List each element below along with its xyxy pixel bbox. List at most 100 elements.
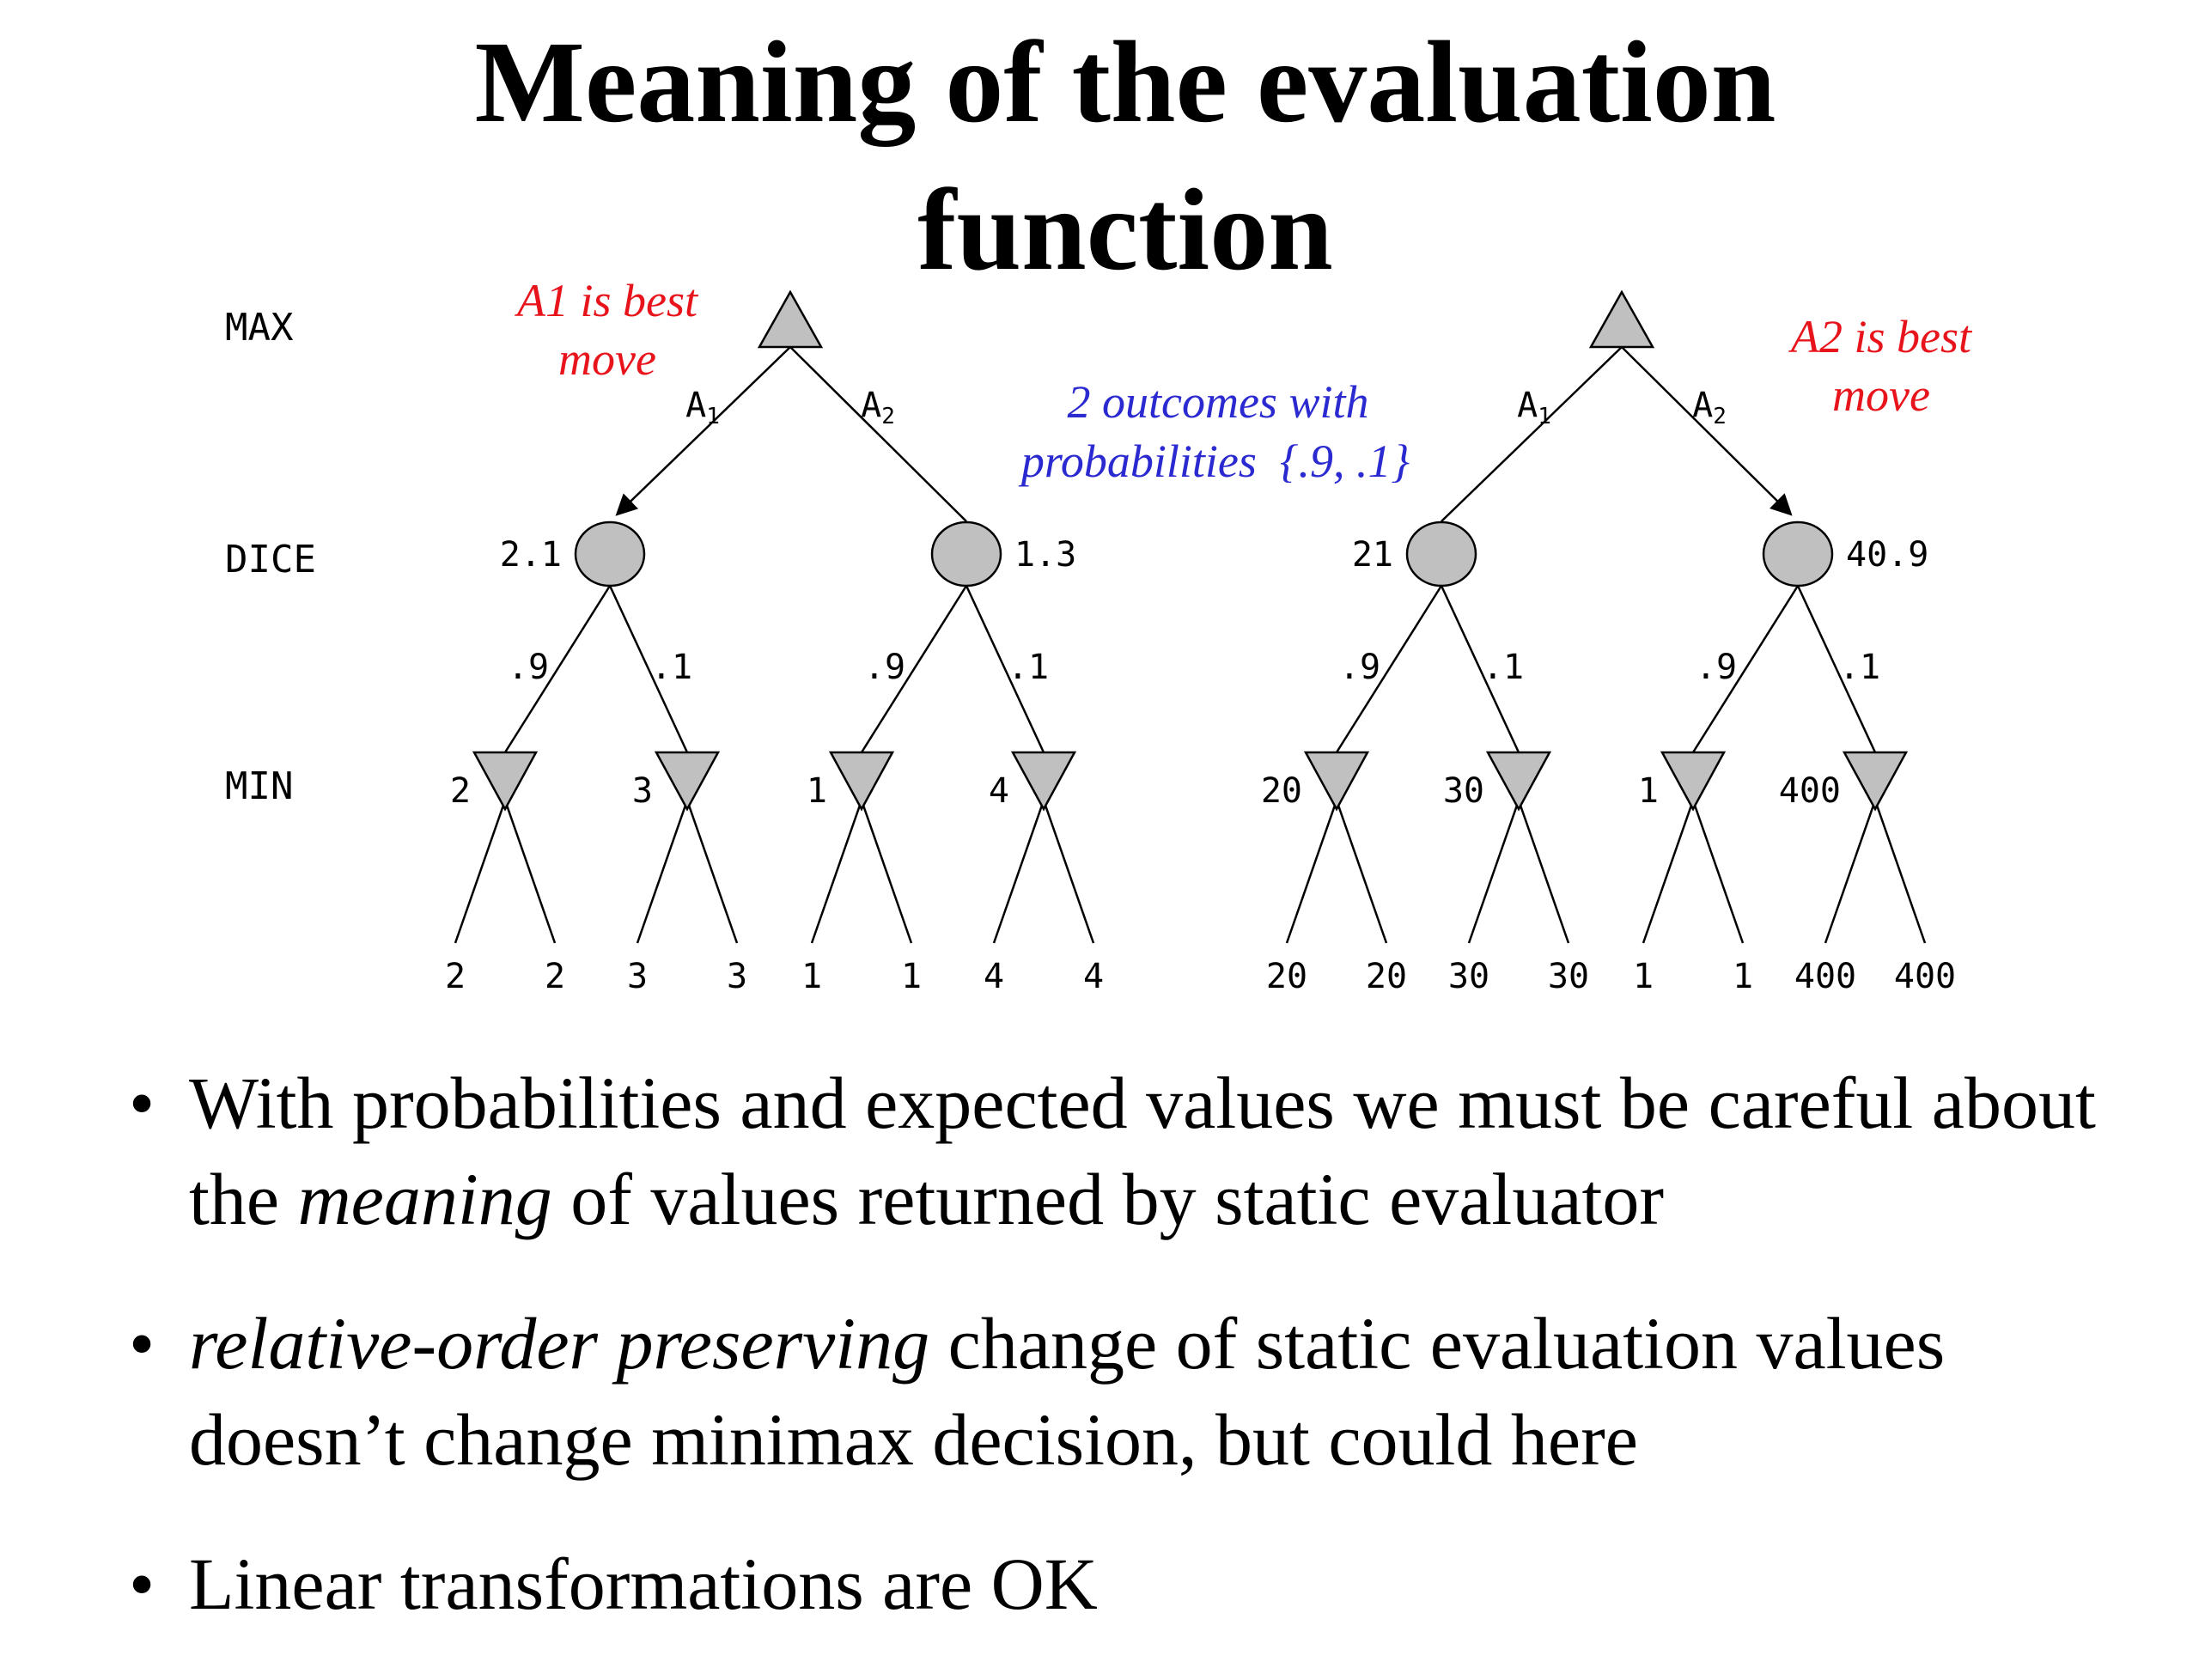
tree-1-move-2-edge <box>789 346 967 522</box>
page-title: Meaning of the evaluation function <box>0 9 2199 304</box>
bullet-item-1: • With probabilities and expected values… <box>129 1055 2173 1247</box>
tree-2-move-1-min-1-edge <box>1335 585 1443 753</box>
bullet-dot: • <box>129 1062 155 1144</box>
tree-1-move-2-min-2-leaf-1-value: 4 <box>984 957 1004 996</box>
tree-1-move-1-label-letter: A <box>685 386 706 425</box>
tree-2-move-2-min-2-value: 400 <box>1779 771 1841 811</box>
tree-1-move-2-min-1-edge <box>860 585 968 753</box>
tree-1-move-2-dice-node <box>930 520 1002 587</box>
tree-1-move-2-min-1-leaf-2-value: 1 <box>901 957 922 996</box>
tree-1-move-2-min-1-node <box>828 751 895 812</box>
bullet-item-3: • Linear transformations are OK <box>129 1536 2173 1632</box>
tree-2-move-2-min-1-value: 1 <box>1638 771 1659 811</box>
tree-2-move-1-min-2-value: 30 <box>1443 771 1484 811</box>
tree-1-move-2-dice-value: 1.3 <box>1014 535 1076 575</box>
bullet-list: • With probabilities and expected values… <box>129 1055 2173 1680</box>
tree-1-move-2-min-1-leaf-1-value: 1 <box>801 957 822 996</box>
tree-2-move-2-min-2-leaf-1-value: 400 <box>1794 957 1856 996</box>
tree-2-move-1-dice-node <box>1405 520 1477 587</box>
tree-nodes <box>472 289 1909 812</box>
tree-2-move-2-label-subscript: 2 <box>1713 404 1727 429</box>
tree-1-move-2-min-2-edge <box>965 585 1045 753</box>
tree-2-move-2-label-letter: A <box>1692 386 1713 425</box>
tree-1-move-1-edge <box>615 346 791 516</box>
annotation-right-best-line-1: A2 is best <box>1788 311 1973 362</box>
tree-2-move-1-edge <box>1441 346 1623 522</box>
bullet-item-2: • relative-order preserving change of st… <box>129 1295 2173 1488</box>
level-label-min: MIN <box>225 764 293 808</box>
tree-2-move-1-label-letter: A <box>1517 386 1538 425</box>
tree-2-move-1-label: A1 <box>1517 386 1551 429</box>
bullet-1-text-pre: With probabilities and expected values w… <box>189 1062 2096 1240</box>
tree-1-move-1-min-1-leaf-1-value: 2 <box>445 957 466 996</box>
tree-1-move-2-label-letter: A <box>861 386 881 425</box>
max-node-tree-1 <box>757 289 824 349</box>
tree-2-move-1-min-1-probability: .9 <box>1339 648 1380 687</box>
tree-1-move-2-label-subscript: 2 <box>881 404 895 429</box>
title-line-2: function <box>917 166 1333 295</box>
tree-1-move-1-min-1-value: 2 <box>450 771 471 811</box>
max-node-tree-2 <box>1588 289 1655 349</box>
tree-2-move-2-min-1-probability: .9 <box>1696 648 1737 687</box>
tree-1-move-1-min-2-node <box>654 751 721 812</box>
tree-2-move-2-edge <box>1621 346 1793 516</box>
bullet-dot: • <box>129 1543 155 1625</box>
tree-1-move-2-min-1-value: 1 <box>807 771 827 811</box>
tree-2-move-1-min-1-value: 20 <box>1261 771 1302 811</box>
tree-1-move-1-min-1-probability: .9 <box>508 648 549 687</box>
tree-1-move-1-min-2-leaf-1-value: 3 <box>627 957 648 996</box>
bullet-2-text-post: change of static evaluation values doesn… <box>189 1302 1946 1481</box>
tree-1-move-2-min-2-probability: .1 <box>1008 648 1049 687</box>
bullet-1-text-post: of values returned by static evaluator <box>551 1158 1665 1240</box>
tree-1-move-1-dice-node <box>574 520 646 587</box>
tree-2-move-2-min-2-probability: .1 <box>1839 648 1880 687</box>
annotation-left-best-line-2: move <box>558 333 656 385</box>
tree-2-move-1-dice-value: 21 <box>1352 535 1393 575</box>
tree-1-move-1-min-1-node <box>472 751 539 812</box>
tree-2-move-1-min-2-leaf-1-value: 30 <box>1448 957 1489 996</box>
tree-2-move-2-min-2-node <box>1842 751 1909 812</box>
tree-2-move-1-label-subscript: 1 <box>1538 404 1551 429</box>
tree-2-move-2-dice-value: 40.9 <box>1846 535 1928 575</box>
annotation-outcomes-line-2: probabilities {.9, .1} <box>1018 435 1410 487</box>
tree-1-move-2-min-2-leaf-2-value: 4 <box>1083 957 1104 996</box>
tree-1-move-2-min-2-node <box>1010 751 1077 812</box>
tree-2-move-2-min-1-leaf-2-value: 1 <box>1733 957 1753 996</box>
tree-2-move-1-min-2-edge <box>1440 585 1520 753</box>
tree-1-move-1-dice-value: 2.1 <box>500 535 562 575</box>
tree-1-move-2-min-1-probability: .9 <box>864 648 905 687</box>
tree-1-move-1-min-2-value: 3 <box>632 771 653 811</box>
tree-1-move-1-label: A1 <box>685 386 720 429</box>
bullet-dot: • <box>129 1302 155 1385</box>
tree-2-move-1-min-1-leaf-1-value: 20 <box>1266 957 1307 996</box>
tree-1-move-1-label-subscript: 1 <box>706 404 720 429</box>
title-line-1: Meaning of the evaluation <box>474 18 1776 147</box>
tree-1-move-1-min-2-edge <box>608 585 689 753</box>
tree-2-move-2-label: A2 <box>1692 386 1727 429</box>
level-label-dice: DICE <box>225 538 316 581</box>
tree-2-move-1-min-2-node <box>1485 751 1552 812</box>
annotation-left-best: A1 is best move <box>515 275 699 385</box>
annotation-outcomes-line-1: 2 outcomes with <box>1068 376 1369 428</box>
tree-2-move-2-min-1-node <box>1660 751 1727 812</box>
annotation-right-best-line-2: move <box>1832 369 1930 421</box>
tree-2-move-1-min-2-leaf-2-value: 30 <box>1548 957 1589 996</box>
tree-2-move-1-min-1-node <box>1303 751 1370 812</box>
tree-1-move-1-min-2-leaf-2-value: 3 <box>727 957 747 996</box>
annotation-outcomes: 2 outcomes with probabilities {.9, .1} <box>1018 376 1410 487</box>
tree-1-move-1-min-1-edge <box>503 585 612 753</box>
bullet-2-text-em: relative-order preserving <box>189 1302 930 1385</box>
tree-2-move-2-min-1-edge <box>1691 585 1800 753</box>
tree-1-move-1-min-1-leaf-2-value: 2 <box>545 957 565 996</box>
bullet-1-text-em: meaning <box>297 1158 552 1240</box>
tree-2-move-2-dice-node <box>1762 520 1834 587</box>
tree-2-move-2-min-2-leaf-2-value: 400 <box>1894 957 1956 996</box>
level-label-max: MAX <box>225 306 294 350</box>
annotation-left-best-line-1: A1 is best <box>515 275 699 326</box>
tree-2-move-2-min-1-leaf-1-value: 1 <box>1633 957 1654 996</box>
bullet-3-text-pre: Linear transformations are OK <box>189 1543 1098 1625</box>
tree-1-move-2-min-2-value: 4 <box>989 771 1009 811</box>
tree-1-move-2-label: A2 <box>861 386 895 429</box>
